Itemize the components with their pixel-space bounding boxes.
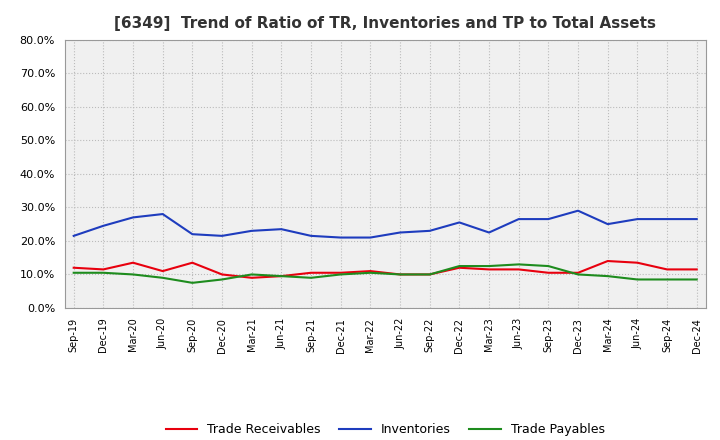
Trade Receivables: [217, 272, 226, 277]
Trade Payables: [158, 275, 167, 280]
Inventories: [336, 235, 345, 240]
Trade Receivables: [129, 260, 138, 265]
Trade Receivables: [603, 258, 612, 264]
Inventories: [426, 228, 434, 234]
Trade Receivables: [426, 272, 434, 277]
Line: Trade Receivables: Trade Receivables: [73, 261, 697, 278]
Trade Receivables: [336, 270, 345, 275]
Trade Payables: [277, 274, 286, 279]
Trade Receivables: [158, 268, 167, 274]
Line: Inventories: Inventories: [73, 211, 697, 238]
Title: [6349]  Trend of Ratio of TR, Inventories and TP to Total Assets: [6349] Trend of Ratio of TR, Inventories…: [114, 16, 656, 32]
Inventories: [633, 216, 642, 222]
Line: Trade Payables: Trade Payables: [73, 264, 697, 283]
Trade Receivables: [485, 267, 493, 272]
Trade Payables: [366, 270, 374, 275]
Trade Receivables: [248, 275, 256, 280]
Inventories: [662, 216, 671, 222]
Inventories: [248, 228, 256, 234]
Trade Payables: [248, 272, 256, 277]
Trade Payables: [307, 275, 315, 280]
Trade Payables: [129, 272, 138, 277]
Inventories: [366, 235, 374, 240]
Trade Payables: [662, 277, 671, 282]
Inventories: [217, 233, 226, 238]
Inventories: [129, 215, 138, 220]
Inventories: [69, 233, 78, 238]
Inventories: [693, 216, 701, 222]
Trade Payables: [99, 270, 108, 275]
Inventories: [455, 220, 464, 225]
Trade Receivables: [396, 272, 405, 277]
Inventories: [158, 211, 167, 216]
Inventories: [188, 231, 197, 237]
Trade Payables: [69, 270, 78, 275]
Trade Payables: [455, 264, 464, 269]
Inventories: [485, 230, 493, 235]
Trade Receivables: [455, 265, 464, 270]
Trade Payables: [188, 280, 197, 286]
Trade Payables: [574, 272, 582, 277]
Trade Receivables: [693, 267, 701, 272]
Trade Receivables: [544, 270, 553, 275]
Trade Payables: [603, 274, 612, 279]
Trade Receivables: [188, 260, 197, 265]
Inventories: [396, 230, 405, 235]
Trade Receivables: [307, 270, 315, 275]
Inventories: [574, 208, 582, 213]
Trade Payables: [693, 277, 701, 282]
Inventories: [514, 216, 523, 222]
Trade Payables: [336, 272, 345, 277]
Trade Payables: [396, 272, 405, 277]
Trade Receivables: [514, 267, 523, 272]
Trade Payables: [217, 277, 226, 282]
Inventories: [603, 221, 612, 227]
Inventories: [307, 233, 315, 238]
Legend: Trade Receivables, Inventories, Trade Payables: Trade Receivables, Inventories, Trade Pa…: [161, 418, 610, 440]
Trade Receivables: [69, 265, 78, 270]
Trade Payables: [426, 272, 434, 277]
Inventories: [99, 223, 108, 228]
Trade Receivables: [366, 268, 374, 274]
Trade Payables: [485, 264, 493, 269]
Trade Receivables: [633, 260, 642, 265]
Trade Receivables: [277, 274, 286, 279]
Trade Payables: [544, 264, 553, 269]
Trade Payables: [633, 277, 642, 282]
Trade Receivables: [662, 267, 671, 272]
Inventories: [544, 216, 553, 222]
Trade Payables: [514, 262, 523, 267]
Trade Receivables: [99, 267, 108, 272]
Trade Receivables: [574, 270, 582, 275]
Inventories: [277, 227, 286, 232]
